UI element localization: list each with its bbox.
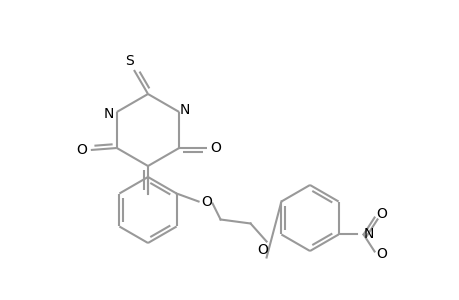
- Text: O: O: [375, 248, 386, 262]
- Text: S: S: [125, 54, 134, 68]
- Text: N: N: [103, 107, 114, 121]
- Text: O: O: [210, 141, 221, 155]
- Text: O: O: [375, 208, 386, 221]
- Text: N: N: [363, 227, 373, 242]
- Text: O: O: [76, 143, 87, 157]
- Text: N: N: [179, 103, 190, 117]
- Text: O: O: [201, 194, 212, 208]
- Text: O: O: [257, 244, 268, 257]
